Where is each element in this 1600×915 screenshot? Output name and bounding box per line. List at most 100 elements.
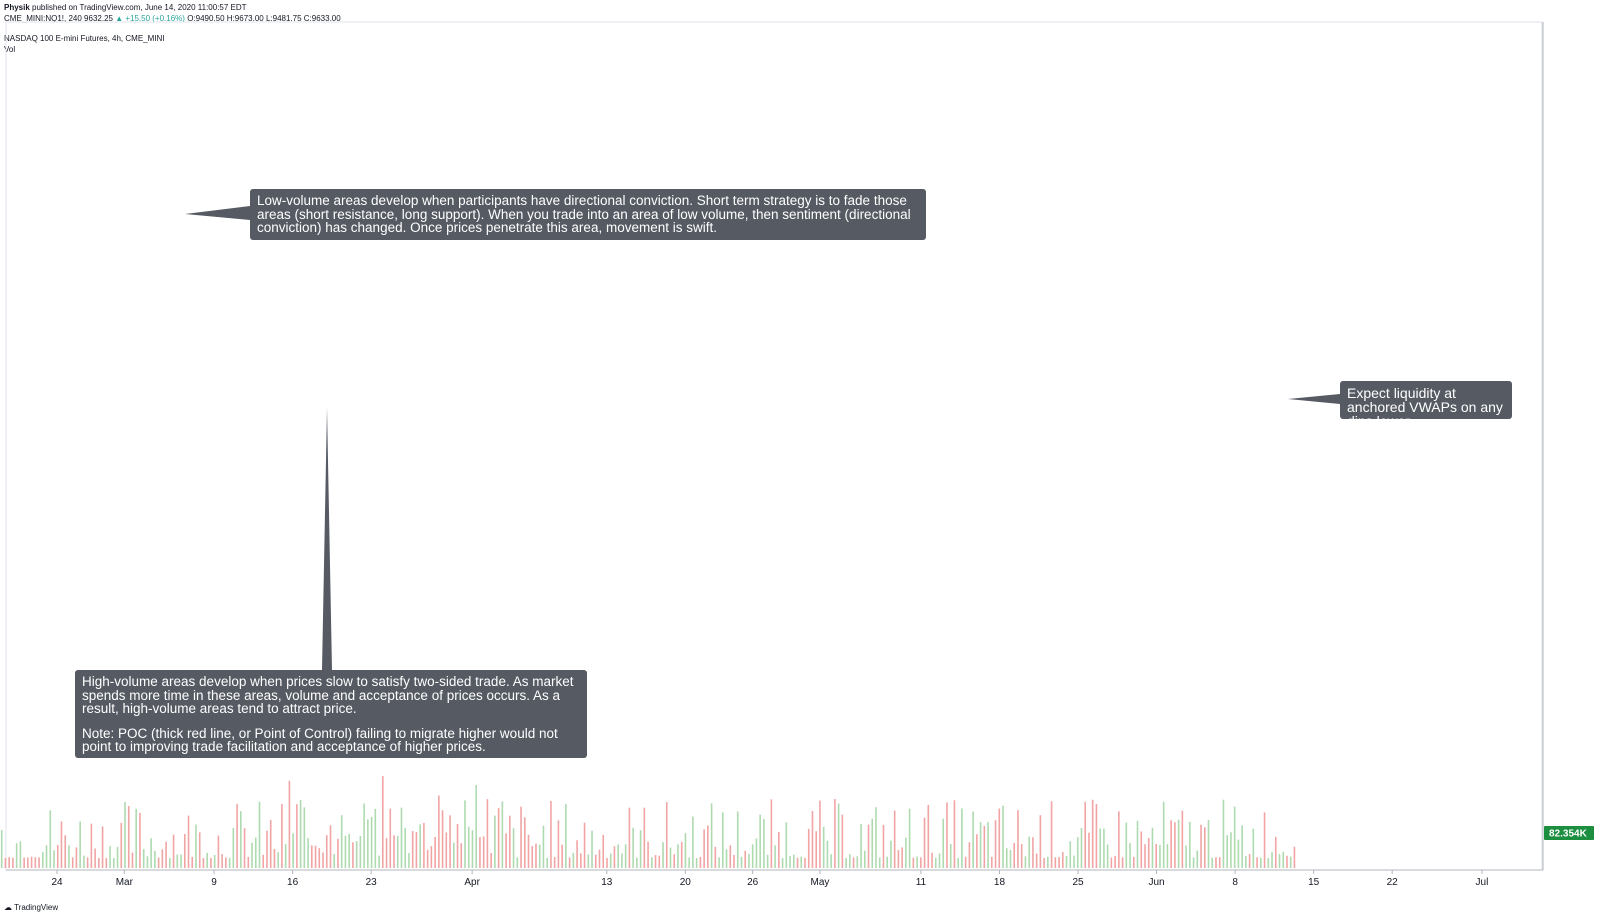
volume-bar <box>240 811 242 868</box>
volume-bar <box>1028 836 1030 868</box>
volume-bar <box>41 852 44 868</box>
volume-bar <box>86 857 89 868</box>
volume-bar <box>811 810 814 868</box>
volume-bar <box>247 856 250 868</box>
volume-bar <box>1069 841 1072 868</box>
volume-bar <box>355 841 358 868</box>
volume-bar <box>381 776 384 868</box>
volume-bar <box>269 819 272 868</box>
volume-bar <box>766 854 769 868</box>
volume-bar <box>172 834 175 868</box>
volume-bar <box>1121 857 1124 868</box>
volume-bar <box>19 841 22 868</box>
volume-bar <box>505 833 507 868</box>
volume-bar <box>1252 828 1255 868</box>
volume-bar <box>856 856 859 868</box>
volume-bar <box>721 812 724 868</box>
volume-bar <box>520 806 522 868</box>
volume-bar <box>617 844 619 868</box>
volume-bar <box>254 837 257 868</box>
volume-bar <box>68 845 70 868</box>
volume-bar <box>542 825 545 868</box>
volume-bar <box>912 857 915 868</box>
volume-bar <box>176 854 179 868</box>
volume-bar <box>897 850 900 868</box>
note-low-volume[interactable]: Low-volume areas develop when participan… <box>250 189 926 240</box>
volume-bar <box>920 857 922 868</box>
volume-bar <box>841 814 844 868</box>
publisher-name[interactable]: Physik <box>4 3 30 12</box>
volume-bar <box>389 808 392 868</box>
volume-bar <box>725 849 728 868</box>
indicator-label[interactable]: Vol <box>4 45 16 54</box>
volume-bar <box>867 824 870 868</box>
volume-bar <box>714 846 717 868</box>
volume-bar <box>755 838 758 868</box>
volume-bar <box>438 795 440 868</box>
volume-bar <box>337 838 339 868</box>
volume-bar <box>426 849 429 868</box>
volume-bar <box>538 844 541 868</box>
volume-bar <box>1084 801 1087 868</box>
volume-bar <box>968 842 971 868</box>
volume-bar <box>1241 825 1243 868</box>
volume-bar <box>325 835 328 868</box>
volume-bar <box>583 822 586 868</box>
volume-bar <box>778 831 780 868</box>
volume-bar <box>396 836 399 868</box>
volume-bar <box>150 838 152 868</box>
volume-bar <box>934 857 937 868</box>
volume-bar <box>759 814 761 868</box>
volume-bar <box>1144 844 1146 868</box>
volume-bar <box>1263 812 1266 868</box>
volume-bar <box>938 853 941 868</box>
volume-bar <box>658 855 661 868</box>
volume-bar <box>1132 856 1135 868</box>
volume-bar <box>680 841 683 868</box>
volume-bar <box>628 807 631 868</box>
ohlc-open: O:9490.50 <box>187 14 225 23</box>
volume-bar <box>1189 821 1191 868</box>
volume-bar <box>154 850 156 868</box>
volume-bar <box>1020 844 1023 868</box>
volume-bar <box>344 835 347 868</box>
volume-bar <box>1278 853 1281 868</box>
volume-bar <box>979 822 982 868</box>
note-liquidity[interactable]: Expect liquidity at anchored VWAPs on an… <box>1340 381 1512 428</box>
note-high-volume[interactable]: High-volume areas develop when prices sl… <box>75 670 587 758</box>
volume-bar <box>1192 857 1195 868</box>
volume-bar <box>378 855 380 868</box>
volume-bar <box>75 847 78 868</box>
volume-bar <box>654 855 657 868</box>
volume-bar <box>374 808 377 868</box>
volume-bar <box>1125 822 1128 868</box>
volume-bar <box>318 848 321 868</box>
volume-bar <box>740 856 743 868</box>
volume-bar <box>0 830 3 868</box>
volume-bar <box>751 844 754 868</box>
price-labels: 9691.759633.009544.009405.259232.008809.… <box>1544 826 1594 840</box>
volume-bar <box>916 856 918 868</box>
volume-bar <box>213 854 216 868</box>
volume-bar <box>385 838 388 868</box>
volume-bar <box>815 831 818 868</box>
tradingview-brand[interactable]: ☁ TradingView <box>4 903 58 912</box>
volume-bar <box>983 825 986 868</box>
volume-bar <box>957 857 959 868</box>
symbol-label[interactable]: CME_MINI:NQ1!, 240 <box>4 14 82 23</box>
volume-bar <box>976 834 978 868</box>
volume-bar <box>1047 856 1049 868</box>
volume-bar <box>1065 855 1068 868</box>
volume-bar <box>71 857 74 868</box>
volume-bar <box>124 802 126 868</box>
volume-bar <box>479 837 481 868</box>
volume-bar <box>1174 822 1176 868</box>
volume-bar <box>800 856 803 868</box>
time-tick-label: 25 <box>1072 877 1084 888</box>
volume-bar <box>580 853 582 868</box>
volume-bar <box>131 852 134 868</box>
volume-bar <box>1196 850 1199 868</box>
volume-bar <box>157 857 160 868</box>
volume-bar <box>139 812 141 868</box>
